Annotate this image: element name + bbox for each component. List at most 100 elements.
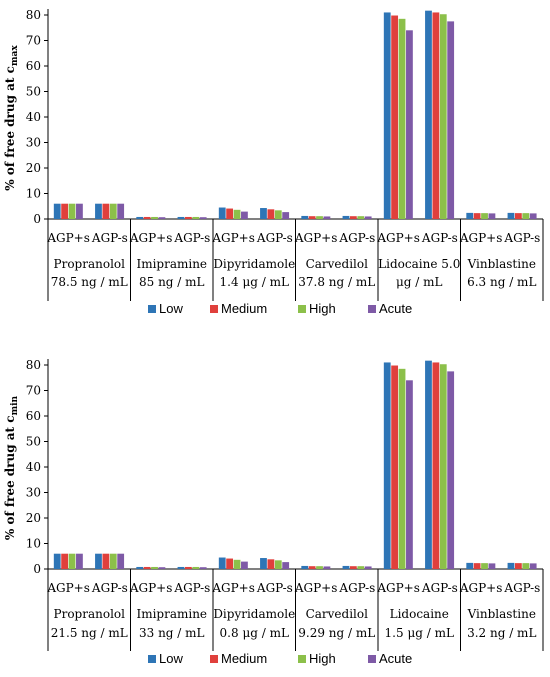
group-label-drug: Propranolol <box>54 607 126 621</box>
bar-high <box>481 213 488 219</box>
x-tick-label: AGP+s <box>211 581 255 595</box>
bar-high <box>151 216 158 219</box>
legend-label-high: High <box>309 301 336 316</box>
group-label-drug: Imipramine <box>136 607 207 621</box>
bar-high <box>192 566 200 569</box>
bar-acute <box>447 21 455 219</box>
group-label-conc: 1.4 μg / mL <box>220 275 289 289</box>
chart-cmax: 0 10 20 30 40 50 60 70 80 % of free drug at cmax A… <box>3 8 544 316</box>
group-label-conc: 1.5 μg / mL <box>385 626 454 640</box>
bar-high <box>357 566 365 569</box>
bar-medium <box>102 553 110 569</box>
y-tick-label: 50 <box>26 85 41 99</box>
y-axis-label-main: % of free drug at c <box>3 66 17 191</box>
group-label-conc: μg / mL <box>396 275 443 289</box>
bar-acute <box>406 30 413 219</box>
group-label-conc: 9.29 ng / mL <box>298 626 375 640</box>
x-tick-label: AGP+s <box>46 231 90 245</box>
chart-cmin: 0 10 20 30 40 50 60 70 80 % of free drug at cmin A… <box>3 358 544 666</box>
bar-low <box>383 362 391 569</box>
y-tick-label: 40 <box>26 110 41 124</box>
group-label-conc: 0.8 μg / mL <box>220 626 289 640</box>
bar-acute <box>117 203 125 219</box>
bar-medium <box>432 12 440 220</box>
bar-low <box>383 12 391 220</box>
bar-high <box>316 566 323 569</box>
group-label-drug: Lidocaine <box>390 607 449 621</box>
x-tick-label: AGP-s <box>173 581 210 595</box>
bar-high <box>481 563 488 569</box>
x-tick-label: AGP-s <box>91 581 128 595</box>
bar-low <box>507 212 515 219</box>
group-label-conc: 3.2 ng / mL <box>467 626 536 640</box>
bar-medium <box>473 213 481 219</box>
bar-medium <box>267 209 275 219</box>
bar-low <box>53 553 61 569</box>
legend-swatch-high <box>298 655 306 663</box>
bar-medium <box>267 559 275 569</box>
x-tick-label: AGP+s <box>129 581 173 595</box>
bar-high <box>109 553 117 569</box>
group-label-conc: 33 ng / mL <box>139 626 205 640</box>
bar-high <box>357 216 365 219</box>
bar-high <box>274 560 282 569</box>
bar-medium <box>184 566 192 569</box>
x-tick-label: AGP-s <box>421 581 458 595</box>
bar-low <box>136 216 144 219</box>
bar-low <box>425 10 432 220</box>
bar-acute <box>76 203 83 219</box>
bar-medium <box>102 203 110 219</box>
bar-medium <box>308 566 316 569</box>
bar-high <box>274 210 282 219</box>
y-tick-label: 60 <box>26 59 41 73</box>
y-axis-label: % of free drug at cmax <box>3 45 20 191</box>
bar-medium <box>226 208 234 219</box>
bar-high <box>439 364 447 569</box>
y-tick-label: 80 <box>26 8 41 22</box>
bar-high <box>68 203 76 219</box>
bar-medium <box>143 566 151 569</box>
bar-acute <box>158 217 166 219</box>
bar-acute <box>323 566 331 569</box>
bar-high <box>439 14 447 219</box>
y-tick-label: 30 <box>26 136 41 150</box>
y-tick-label: 50 <box>26 435 41 449</box>
bar-low <box>260 208 267 219</box>
legend-label-low: Low <box>159 301 183 316</box>
group-label-conc: 37.8 ng / mL <box>298 275 375 289</box>
bar-low <box>95 203 102 219</box>
legend-swatch-low <box>148 305 156 313</box>
bar-medium <box>432 362 440 569</box>
legend-label-medium: Medium <box>221 301 267 316</box>
y-tick-label: 70 <box>26 384 41 398</box>
y-tick-label: 70 <box>26 34 41 48</box>
legend-label-acute: Acute <box>379 651 412 666</box>
bar-medium <box>61 553 69 569</box>
legend-swatch-medium <box>210 655 218 663</box>
group-label-conc: 78.5 ng / mL <box>51 275 128 289</box>
y-tick-label: 10 <box>26 537 41 551</box>
bar-low <box>95 553 102 569</box>
bar-acute <box>199 217 207 219</box>
legend-label-high: High <box>309 651 336 666</box>
bar-low <box>342 565 350 569</box>
bar-low <box>301 215 309 219</box>
group-label-conc: 6.3 ng / mL <box>467 275 536 289</box>
x-tick-label: AGP-s <box>338 581 375 595</box>
bar-acute <box>406 380 413 569</box>
x-tick-label: AGP+s <box>376 581 420 595</box>
group-label-conc: 85 ng / mL <box>139 275 205 289</box>
group-label-conc: 21.5 ng / mL <box>51 626 128 640</box>
x-tick-label: AGP+s <box>211 231 255 245</box>
bar-high <box>316 216 323 219</box>
bar-high <box>398 368 406 569</box>
bar-acute <box>282 212 290 219</box>
legend-swatch-acute <box>368 305 376 313</box>
bar-low <box>136 566 144 569</box>
group-label-drug: Propranolol <box>54 257 126 271</box>
bar-acute <box>447 371 455 569</box>
y-axis-label-sub: max <box>10 45 20 66</box>
bar-low <box>301 565 309 569</box>
bar-medium <box>61 203 69 219</box>
bar-acute <box>323 216 331 219</box>
